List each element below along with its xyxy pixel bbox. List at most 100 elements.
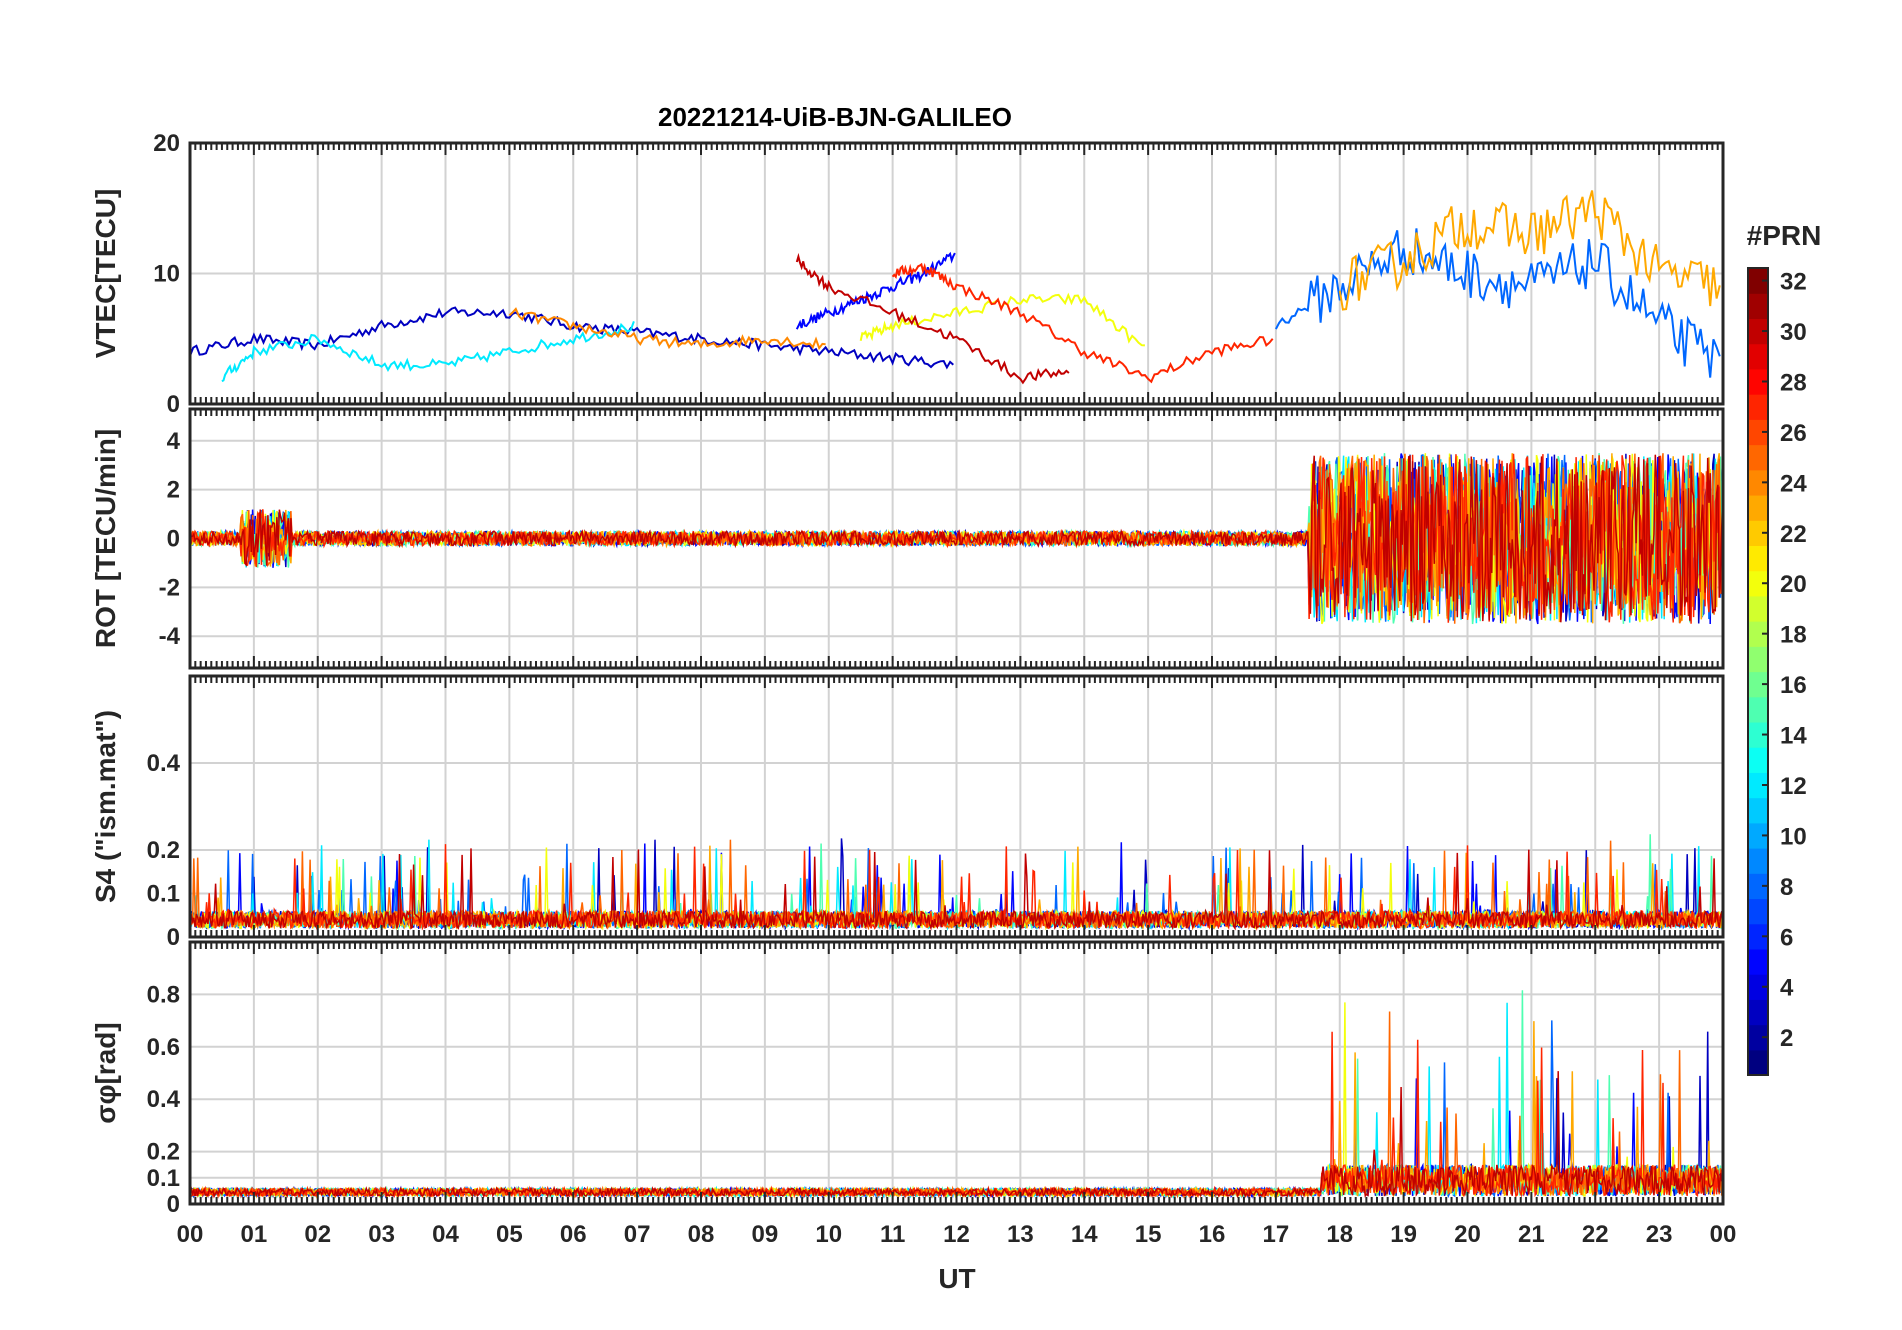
y-tick-label: -4 <box>159 623 181 650</box>
colorbar-segment <box>1748 696 1768 723</box>
x-tick-label: 05 <box>496 1221 523 1248</box>
x-tick-label: 12 <box>943 1221 970 1248</box>
colorbar-segment <box>1748 797 1768 824</box>
y-tick-label: 2 <box>167 477 180 504</box>
x-tick-label: 23 <box>1646 1221 1673 1248</box>
colorbar-label: #PRN <box>1747 220 1822 251</box>
vtec-series-prn-30 <box>795 252 1070 385</box>
panel-4: 00.10.2 0.4 0.6 0.8 σφ[rad] <box>90 940 1725 1218</box>
colorbar-tick-label: 28 <box>1780 369 1807 396</box>
x-tick-label: 00 <box>177 1221 204 1248</box>
colorbar-tick-label: 24 <box>1780 470 1807 497</box>
colorbar-segment <box>1748 318 1768 345</box>
x-tick-label: 00 <box>1710 1221 1737 1248</box>
colorbar-tick-label: 8 <box>1780 874 1793 901</box>
colorbar-segment <box>1748 293 1768 320</box>
x-tick-label: 20 <box>1454 1221 1481 1248</box>
panel-1: 0 10 20 VTEC[TECU] <box>90 130 1725 418</box>
y-tick-label: 0 <box>167 924 180 951</box>
colorbar-box <box>1747 267 1769 1076</box>
colorbar-tick-label: 22 <box>1780 521 1807 548</box>
colorbar-segment <box>1748 343 1768 370</box>
y-tick-label: 0.4 <box>147 1086 181 1113</box>
colorbar-segment <box>1748 545 1768 572</box>
colorbar-tick-label: 30 <box>1780 319 1807 346</box>
y-tick-label: 0.2 <box>147 837 180 864</box>
panel-2-series-prn-25 <box>190 453 1723 624</box>
colorbar-tick-label: 16 <box>1780 672 1807 699</box>
colorbar-segment <box>1748 822 1768 849</box>
colorbar-segment <box>1748 595 1768 622</box>
colorbar-segment <box>1748 1049 1768 1076</box>
colorbar-segment <box>1748 368 1768 395</box>
x-tick-labels: 00 01 02 03 04 05 06 07 08 09 10 11 12 13 14 15 16 17 18 19… <box>177 1221 1737 1248</box>
colorbar-tick-label: 18 <box>1780 622 1807 649</box>
colorbar-segment <box>1748 1024 1768 1051</box>
x-tick-label: 16 <box>1199 1221 1226 1248</box>
colorbar-segment <box>1748 646 1768 673</box>
x-tick-label: 17 <box>1263 1221 1290 1248</box>
colorbar-segment <box>1748 419 1768 446</box>
y-tick-label: 0 <box>167 1191 180 1218</box>
colorbar-segment <box>1748 873 1768 900</box>
y-tick-label: 4 <box>167 428 181 455</box>
colorbar-tick-label: 20 <box>1780 571 1807 598</box>
vtec-series-prn-27 <box>891 262 1274 384</box>
colorbar-segment <box>1748 444 1768 471</box>
vtec-series-prn-20 <box>859 292 1145 347</box>
colorbar-tick-label: 12 <box>1780 773 1807 800</box>
x-tick-label: 22 <box>1582 1221 1609 1248</box>
y-tick-label: 0 <box>167 391 180 418</box>
colorbar-segment <box>1748 520 1768 547</box>
x-tick-label: 11 <box>880 1221 905 1248</box>
series-group <box>190 190 1721 385</box>
x-tick-label: 09 <box>752 1221 779 1248</box>
chart-title: 20221214-UiB-BJN-GALILEO <box>658 102 1012 132</box>
colorbar-tick-label: 14 <box>1780 723 1807 750</box>
x-axis-label: UT <box>938 1263 975 1294</box>
colorbar-segment <box>1748 268 1768 294</box>
colorbar-segment <box>1748 469 1768 496</box>
colorbar-tick-label: 6 <box>1780 924 1793 951</box>
y-tick-label: 0.2 <box>147 1139 180 1166</box>
colorbar-segment <box>1748 948 1768 975</box>
x-tick-label: 19 <box>1390 1221 1417 1248</box>
x-tick-label: 08 <box>688 1221 715 1248</box>
y-tick-label: 0.1 <box>147 1165 180 1192</box>
colorbar-segment <box>1748 898 1768 925</box>
colorbar-segment <box>1748 570 1768 597</box>
colorbar-tick-label: 26 <box>1780 420 1807 447</box>
x-tick-label: 04 <box>432 1221 459 1248</box>
x-tick-label: 10 <box>815 1221 842 1248</box>
vtec-series-prn-24 <box>508 307 826 351</box>
x-tick-label: 18 <box>1326 1221 1353 1248</box>
y-tick-label: 0.8 <box>147 981 180 1008</box>
y-axis-label: S4 ("ism.mat") <box>90 710 121 903</box>
y-tick-label: -2 <box>159 574 180 601</box>
colorbar-segment <box>1748 747 1768 773</box>
colorbar-segment <box>1748 621 1768 647</box>
colorbar-tick-label: 10 <box>1780 823 1807 850</box>
series-group <box>190 453 1723 625</box>
panel-3: 0 0.1 0.2 0.4 S4 ("ism.mat") <box>90 674 1725 951</box>
panel-3-series-prn-30 <box>190 848 1723 931</box>
x-tick-label: 15 <box>1135 1221 1162 1248</box>
colorbar-tick-label: 32 <box>1780 269 1807 296</box>
colorbar-segment <box>1748 721 1768 748</box>
x-tick-label: 14 <box>1071 1221 1098 1248</box>
colorbar-segment <box>1748 848 1768 874</box>
y-tick-label: 0.4 <box>147 750 181 777</box>
y-tick-label: 20 <box>153 130 180 157</box>
y-axis-label: σφ[rad] <box>90 1022 121 1123</box>
x-tick-label: 01 <box>241 1221 268 1248</box>
colorbar-segment <box>1748 671 1768 698</box>
x-tick-label: 21 <box>1518 1221 1545 1248</box>
colorbar-segment <box>1748 999 1768 1026</box>
y-tick-label: 0 <box>167 526 180 553</box>
y-tick-label: 0.6 <box>147 1034 180 1061</box>
colorbar-segment <box>1748 494 1768 521</box>
vtec-series-prn-3 <box>190 306 954 370</box>
panel-2: -4 -2 0 2 4 ROT [TECU/min] <box>90 407 1725 670</box>
colorbar-tick-label: 2 <box>1780 1025 1793 1052</box>
